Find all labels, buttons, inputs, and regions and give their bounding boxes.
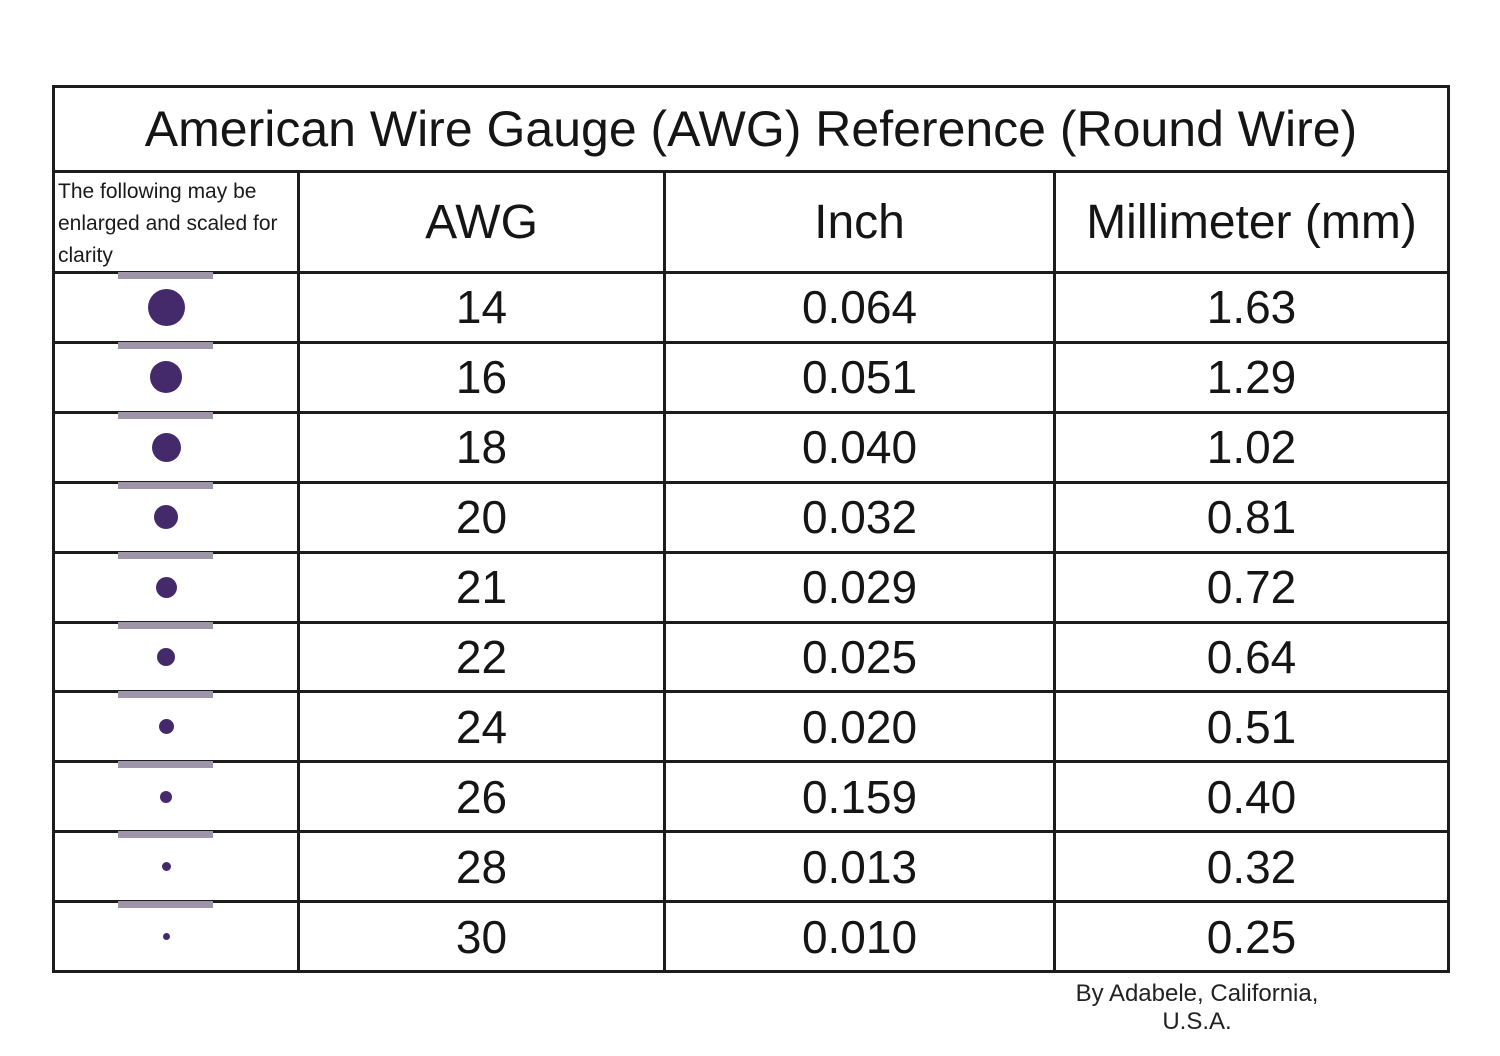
awg-cell: 16 [297, 340, 663, 411]
dot-cell [55, 830, 297, 900]
dot-cell [55, 760, 297, 830]
mm-cell: 0.51 [1053, 690, 1447, 761]
column-header-mm: Millimeter (mm) [1053, 170, 1447, 271]
dot-cell [55, 340, 297, 411]
dot-cell [55, 900, 297, 970]
inch-cell: 0.159 [663, 760, 1053, 831]
inch-cell: 0.029 [663, 550, 1053, 621]
inch-cell: 0.064 [663, 271, 1053, 341]
awg-cell: 28 [297, 830, 663, 901]
awg-cell: 14 [297, 271, 663, 341]
mm-cell: 0.40 [1053, 760, 1447, 831]
wire-scale-bar [118, 551, 213, 559]
mm-cell: 0.81 [1053, 480, 1447, 551]
inch-cell: 0.051 [663, 340, 1053, 411]
wire-scale-bar [118, 761, 213, 769]
awg-reference-table: American Wire Gauge (AWG) Reference (Rou… [52, 85, 1450, 973]
inch-cell: 0.013 [663, 830, 1053, 901]
dot-cell [55, 480, 297, 551]
wire-dot [154, 505, 178, 530]
table-title: American Wire Gauge (AWG) Reference (Rou… [144, 101, 1358, 157]
inch-cell: 0.032 [663, 480, 1053, 551]
awg-cell: 20 [297, 480, 663, 551]
attribution-text: By Adabele, California, U.S.A. [1075, 980, 1319, 1035]
awg-cell: 22 [297, 620, 663, 691]
dot-cell [55, 620, 297, 691]
mm-cell: 0.72 [1053, 550, 1447, 621]
mm-cell: 0.32 [1053, 830, 1447, 901]
awg-cell: 26 [297, 760, 663, 831]
inch-cell: 0.010 [663, 900, 1053, 970]
inch-cell: 0.040 [663, 410, 1053, 481]
wire-scale-bar [118, 831, 213, 839]
column-header-inch: Inch [663, 170, 1053, 271]
wire-scale-bar [118, 481, 213, 489]
mm-cell: 1.63 [1053, 271, 1447, 341]
wire-dot [162, 933, 170, 941]
wire-scale-bar [118, 621, 213, 629]
mm-cell: 0.64 [1053, 620, 1447, 691]
wire-scale-bar [118, 901, 213, 909]
wire-dot [155, 576, 177, 598]
mm-cell: 1.02 [1053, 410, 1447, 481]
awg-cell: 24 [297, 690, 663, 761]
column-header-awg: AWG [297, 170, 663, 271]
dot-cell [55, 271, 297, 341]
scale-note: The following may be enlarged and scaled… [55, 170, 297, 271]
dot-cell [55, 550, 297, 621]
wire-scale-bar [118, 691, 213, 699]
wire-dot [150, 361, 182, 394]
wire-dot [147, 288, 185, 326]
wire-dot [158, 719, 174, 735]
wire-dot [151, 432, 181, 462]
dot-cell [55, 690, 297, 760]
wire-dot [157, 647, 175, 666]
awg-cell: 21 [297, 550, 663, 621]
mm-cell: 1.29 [1053, 340, 1447, 411]
wire-scale-bar [118, 341, 213, 349]
inch-cell: 0.020 [663, 690, 1053, 761]
wire-scale-bar [118, 411, 213, 419]
wire-dot [160, 790, 172, 803]
wire-scale-bar [118, 272, 213, 279]
inch-cell: 0.025 [663, 620, 1053, 691]
awg-cell: 18 [297, 410, 663, 481]
awg-cell: 30 [297, 900, 663, 970]
wire-dot [161, 862, 171, 872]
dot-cell [55, 410, 297, 481]
mm-cell: 0.25 [1053, 900, 1447, 970]
